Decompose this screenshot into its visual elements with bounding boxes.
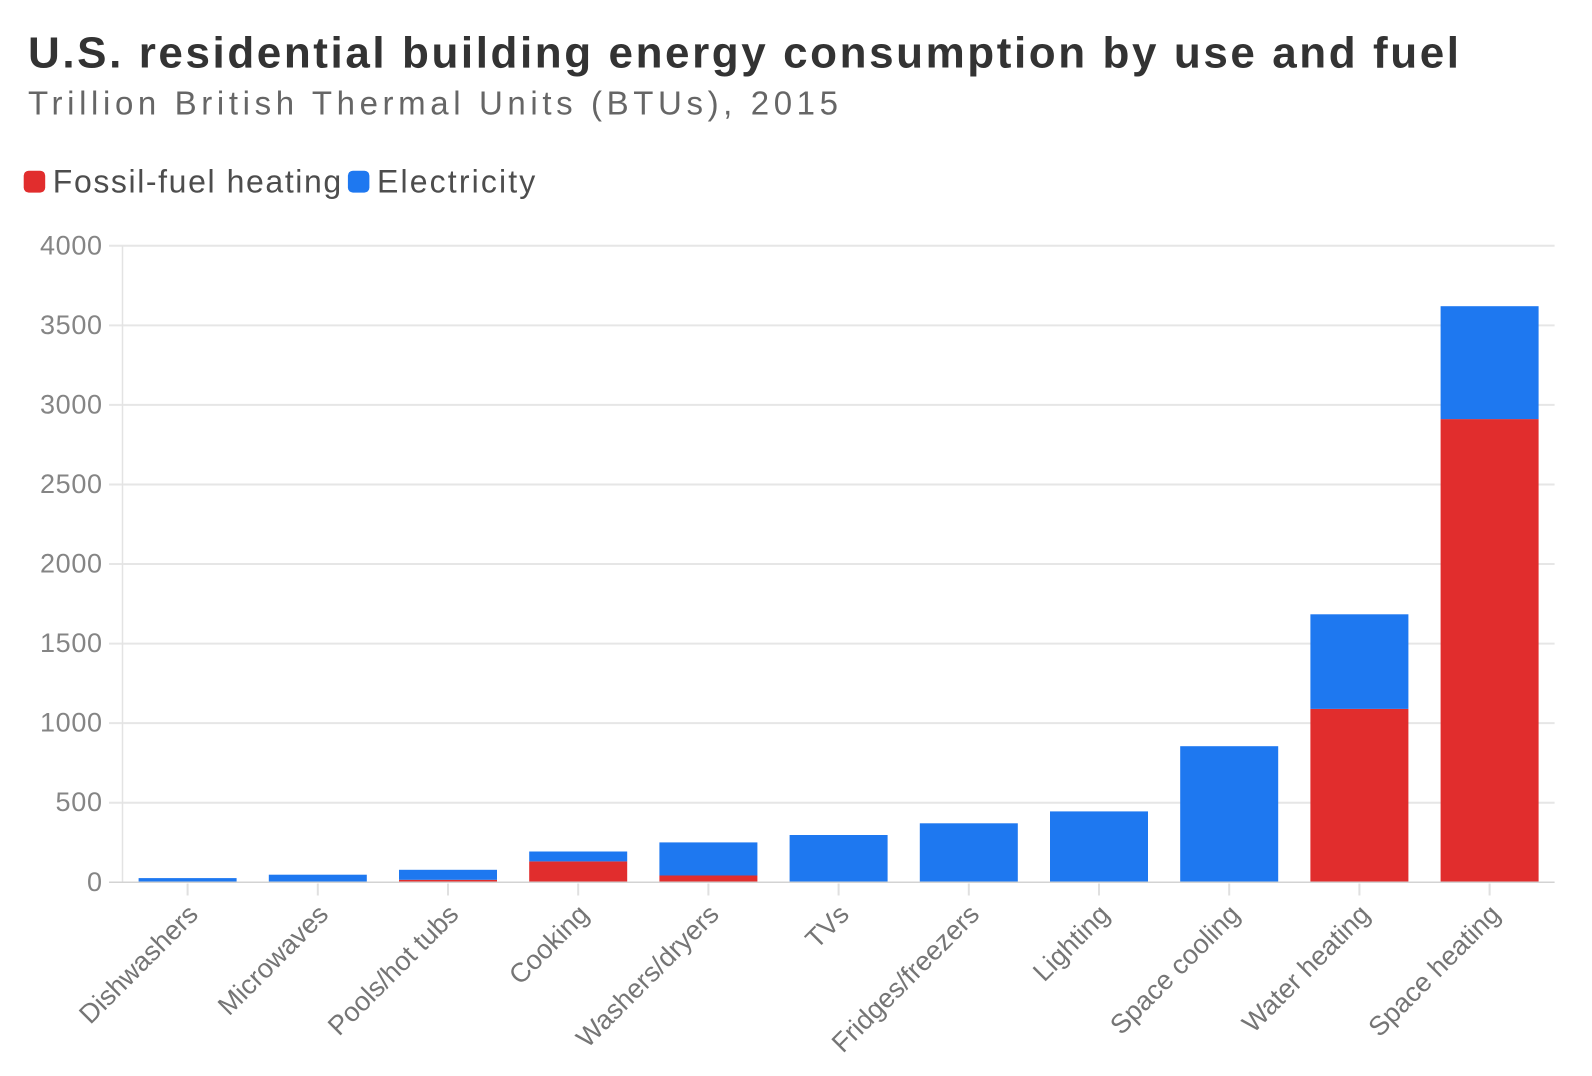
svg-text:Space cooling: Space cooling xyxy=(1104,899,1245,1040)
svg-text:Cooking: Cooking xyxy=(503,899,594,990)
svg-text:U.S. residential building ener: U.S. residential building energy consump… xyxy=(28,29,1459,78)
svg-text:3500: 3500 xyxy=(40,310,102,340)
svg-text:1000: 1000 xyxy=(40,708,102,738)
svg-text:Lighting: Lighting xyxy=(1027,899,1115,987)
svg-text:2500: 2500 xyxy=(40,469,102,499)
svg-text:Fossil-fuel heating: Fossil-fuel heating xyxy=(53,164,341,200)
svg-text:Microwaves: Microwaves xyxy=(212,899,334,1021)
svg-text:Pools/hot tubs: Pools/hot tubs xyxy=(322,899,464,1041)
svg-text:Space heating: Space heating xyxy=(1363,899,1506,1042)
svg-text:Trillion British Thermal Units: Trillion British Thermal Units (BTUs), 2… xyxy=(28,85,838,122)
svg-text:3000: 3000 xyxy=(40,389,102,419)
svg-text:2000: 2000 xyxy=(40,549,102,579)
svg-text:Water heating: Water heating xyxy=(1236,899,1375,1038)
svg-text:TVs: TVs xyxy=(800,899,855,954)
svg-text:4000: 4000 xyxy=(40,230,102,260)
svg-text:1500: 1500 xyxy=(40,628,102,658)
svg-text:Electricity: Electricity xyxy=(377,164,535,200)
svg-text:500: 500 xyxy=(56,787,103,817)
svg-text:Dishwashers: Dishwashers xyxy=(73,899,204,1030)
svg-text:0: 0 xyxy=(87,867,102,897)
svg-text:Washers/dryers: Washers/dryers xyxy=(570,899,724,1053)
